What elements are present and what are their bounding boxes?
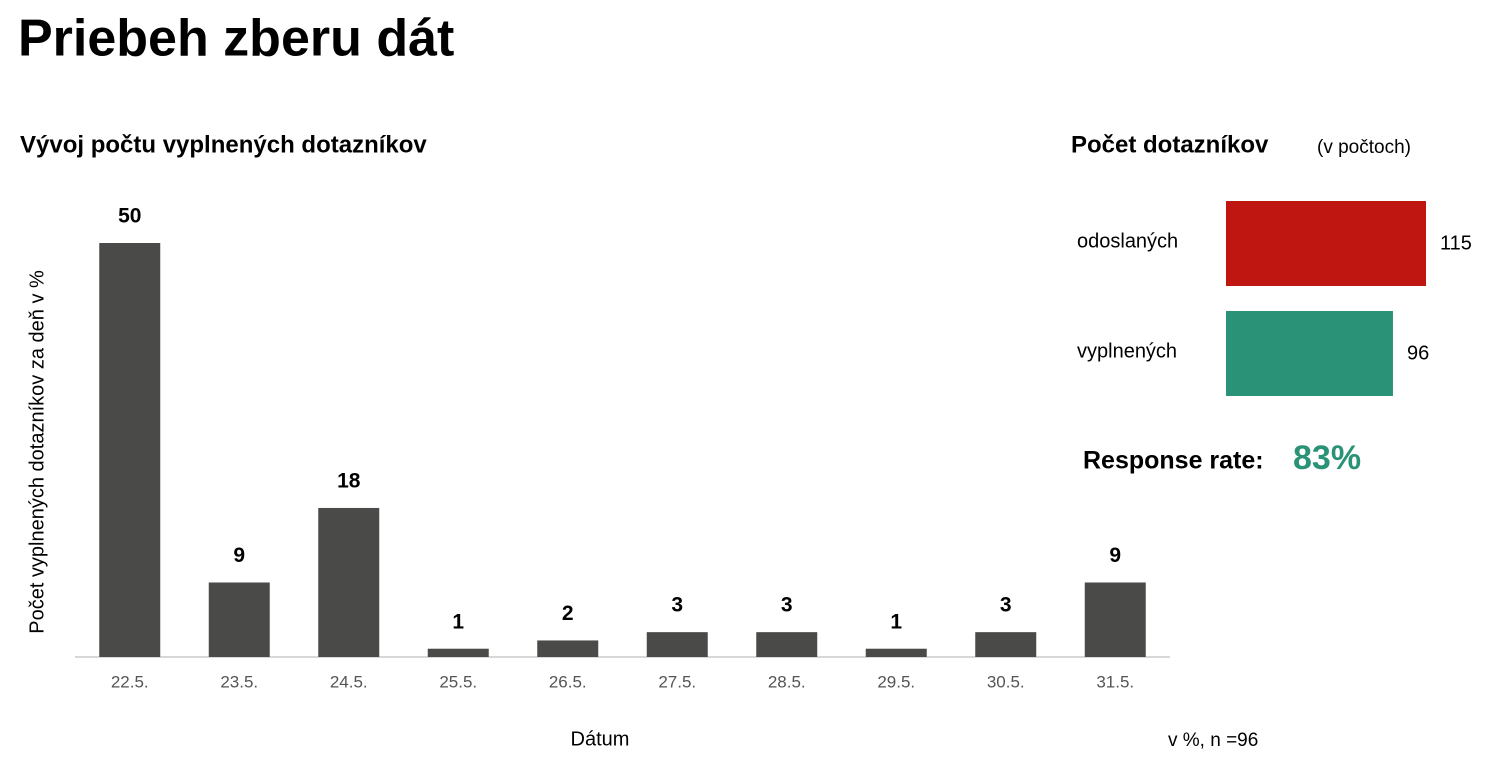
value-label: 1 — [452, 610, 464, 633]
x-tick-label: 25.5. — [439, 672, 477, 691]
x-tick-label: 28.5. — [768, 672, 806, 691]
y-axis-label: Počet vyplnených dotazníkov za deň v % — [26, 270, 48, 634]
category-label: odoslaných — [1077, 230, 1178, 252]
chart-title: Počet dotazníkov — [1071, 131, 1269, 158]
bar — [1084, 582, 1146, 657]
x-tick-label: 27.5. — [658, 672, 696, 691]
value-label: 2 — [562, 602, 574, 625]
chart-note: v %, n =96 — [1168, 730, 1258, 751]
chart-subtitle: (v počtoch) — [1317, 137, 1411, 158]
bar — [99, 243, 161, 657]
value-label: 18 — [337, 470, 361, 493]
x-axis-label: Dátum — [571, 728, 630, 750]
bar — [1226, 201, 1426, 286]
value-label: 9 — [233, 544, 245, 567]
value-label: 3 — [671, 594, 683, 617]
value-label: 96 — [1407, 342, 1429, 364]
value-label: 3 — [1000, 594, 1012, 617]
value-label: 1 — [890, 610, 902, 633]
page-title: Priebeh zberu dát — [18, 10, 454, 68]
bar — [975, 632, 1037, 657]
x-tick-label: 31.5. — [1096, 672, 1134, 691]
response-rate-value: 83% — [1293, 439, 1361, 477]
x-tick-label: 26.5. — [549, 672, 587, 691]
bar — [756, 632, 818, 657]
bar — [208, 582, 270, 657]
x-tick-label: 23.5. — [220, 672, 258, 691]
x-tick-label: 22.5. — [111, 672, 149, 691]
bar — [427, 648, 489, 657]
category-label: vyplnených — [1077, 340, 1177, 362]
bar — [318, 507, 380, 657]
x-tick-label: 29.5. — [877, 672, 915, 691]
value-label: 115 — [1440, 232, 1472, 254]
bar — [537, 640, 599, 657]
response-rate-label: Response rate: — [1083, 447, 1264, 475]
value-label: 9 — [1109, 544, 1121, 567]
x-tick-label: 24.5. — [330, 672, 368, 691]
bar — [865, 648, 927, 657]
x-tick-label: 30.5. — [987, 672, 1025, 691]
value-label: 50 — [118, 205, 141, 228]
bar — [1226, 311, 1393, 396]
chart-title: Vývoj počtu vyplnených dotazníkov — [20, 131, 427, 158]
value-label: 3 — [781, 594, 793, 617]
bar — [646, 632, 708, 657]
